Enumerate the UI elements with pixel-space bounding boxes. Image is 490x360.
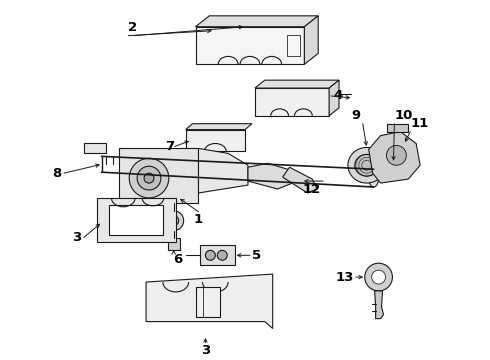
Polygon shape [196, 16, 318, 27]
Text: 6: 6 [173, 253, 182, 266]
Text: 9: 9 [352, 109, 361, 122]
Polygon shape [283, 167, 317, 193]
Polygon shape [97, 198, 176, 242]
Polygon shape [375, 291, 384, 319]
Ellipse shape [384, 162, 403, 180]
Ellipse shape [368, 169, 379, 187]
Circle shape [137, 166, 161, 190]
Polygon shape [168, 238, 180, 250]
Circle shape [205, 250, 215, 260]
Polygon shape [255, 88, 329, 116]
Polygon shape [84, 144, 106, 153]
Text: 8: 8 [53, 167, 62, 180]
Polygon shape [196, 27, 304, 64]
Text: 1: 1 [194, 213, 203, 226]
Text: 10: 10 [394, 109, 413, 122]
Text: 2: 2 [127, 21, 137, 33]
Ellipse shape [389, 167, 398, 176]
Circle shape [129, 158, 169, 198]
Polygon shape [255, 80, 339, 88]
Text: 3: 3 [73, 231, 82, 244]
Polygon shape [200, 246, 235, 265]
Text: 5: 5 [252, 249, 261, 262]
Polygon shape [186, 124, 252, 130]
Circle shape [169, 216, 179, 226]
Circle shape [144, 173, 154, 183]
Text: 13: 13 [336, 271, 354, 284]
Polygon shape [248, 163, 293, 189]
Circle shape [217, 250, 227, 260]
Text: 3: 3 [201, 345, 210, 357]
Circle shape [365, 263, 392, 291]
Polygon shape [120, 148, 198, 203]
Polygon shape [186, 130, 245, 152]
Polygon shape [198, 148, 248, 193]
Bar [287, 35, 300, 57]
Circle shape [387, 145, 406, 165]
Circle shape [164, 211, 184, 230]
Text: 7: 7 [165, 140, 174, 153]
Text: 4: 4 [333, 90, 343, 103]
Polygon shape [146, 274, 273, 329]
Text: 11: 11 [410, 117, 429, 130]
Circle shape [371, 270, 386, 284]
Polygon shape [329, 80, 339, 116]
Polygon shape [387, 124, 408, 132]
Polygon shape [196, 287, 220, 317]
Polygon shape [304, 16, 318, 64]
Text: 12: 12 [303, 183, 321, 196]
Ellipse shape [355, 154, 379, 176]
Polygon shape [368, 132, 420, 183]
Polygon shape [109, 205, 163, 234]
Ellipse shape [348, 148, 386, 183]
